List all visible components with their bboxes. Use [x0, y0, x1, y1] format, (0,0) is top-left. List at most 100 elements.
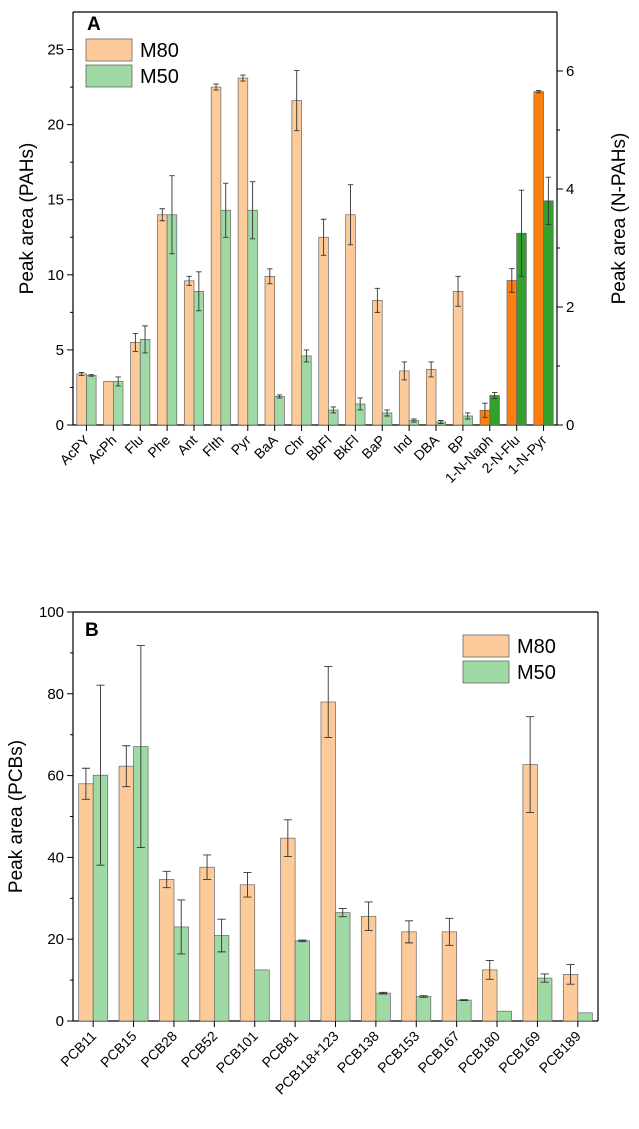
error-bar-m80-bkfl	[347, 184, 354, 246]
bar-m80-bap	[372, 299, 383, 426]
bar-m50-1-n-naph	[489, 395, 500, 426]
x-tick-label-bbfl: BbFl	[303, 432, 335, 464]
error-bar-m50-2-n-flu	[518, 189, 525, 277]
error-bar-m80-ind	[401, 361, 407, 381]
panel-label: A	[87, 14, 101, 35]
bar-m50-pcb169	[537, 977, 553, 1022]
x-tick-label-bap: BaP	[358, 432, 388, 462]
bar-m80-pcb28	[159, 879, 175, 1022]
error-bar-m80-dba	[428, 361, 434, 378]
panel-label: B	[85, 620, 99, 641]
bar-m80-phe	[157, 214, 168, 426]
legend-label-m80: M80	[140, 40, 179, 62]
error-bar-m50-pcb15	[136, 645, 145, 849]
error-bar-m50-pcb167	[459, 999, 468, 1001]
error-bar-m50-pcb81	[298, 939, 307, 943]
x-tick-label-pcb189: PCB189	[536, 1028, 584, 1076]
error-bar-m80-chr	[294, 70, 300, 132]
error-bar-m80-2-n-flu	[509, 268, 515, 293]
bar-m80-1-n-pyr	[533, 91, 544, 426]
error-bar-m50-pcb169	[540, 973, 549, 983]
y-tick-label: 5	[56, 342, 64, 359]
legend-swatch-m80	[85, 38, 133, 62]
x-tick-label-dba: DBA	[410, 431, 442, 463]
bar-m50-flth	[220, 209, 231, 426]
y-right-tick-label: 6	[566, 63, 574, 80]
error-bar-m50-ind	[411, 418, 417, 423]
error-bar-m50-bap	[384, 409, 390, 417]
error-bar-m50-acpy	[88, 374, 94, 377]
bar-m50-pcb118-123	[335, 912, 351, 1022]
legend-swatch-m80	[462, 634, 510, 658]
bar-m50-chr	[301, 355, 312, 426]
bar-m50-pcb180	[496, 1010, 512, 1022]
y-tick-label: 15	[47, 192, 64, 209]
y-axis-label: Peak area (PAHs)	[17, 143, 38, 295]
bar-m50-1-n-pyr	[543, 200, 554, 426]
error-bar-m50-acph	[115, 376, 121, 387]
x-tick-label-pcb15: PCB15	[97, 1028, 140, 1071]
bar-m80-pcb101	[239, 884, 256, 1022]
x-tick-label-pcb101: PCB101	[213, 1028, 261, 1076]
error-bar-m80-pcb52	[203, 854, 212, 880]
y-tick-label: 25	[47, 42, 64, 59]
error-bar-m80-acpy	[78, 371, 85, 376]
bar-m80-flu	[130, 342, 141, 426]
error-bar-m80-pcb15	[122, 745, 131, 788]
error-bar-m80-pcb167	[445, 917, 454, 946]
error-bar-m80-ant	[186, 275, 192, 286]
error-bar-m50-baa	[276, 394, 283, 399]
error-bar-m80-bbfl	[320, 218, 327, 256]
bar-m80-acph	[103, 381, 114, 426]
y-tick-label: 0	[56, 1013, 64, 1030]
legend-label-m50: M50	[517, 662, 556, 684]
error-bar-m80-flu	[132, 332, 139, 352]
error-bar-m50-pcb118-123	[338, 908, 347, 918]
bar-m50-acph	[112, 381, 124, 426]
bar-m80-bp	[452, 290, 464, 426]
error-bar-m50-pcb28	[177, 899, 186, 955]
error-bar-m80-bp	[455, 275, 461, 307]
bar-m50-pcb189	[577, 1012, 593, 1022]
x-tick-label-pcb169: PCB169	[495, 1028, 543, 1076]
bar-m50-ant	[193, 290, 205, 426]
y-tick-label: 20	[47, 117, 64, 134]
error-bar-m50-pcb138	[379, 991, 388, 995]
error-bar-m50-1-n-naph	[491, 392, 498, 399]
y-tick-label: 80	[47, 686, 64, 703]
bar-m50-acpy	[86, 375, 97, 426]
error-bar-m50-pcb153	[419, 995, 428, 998]
y-tick-label: 100	[39, 604, 64, 621]
legend-label-m80: M80	[517, 636, 556, 658]
error-bar-m80-pcb189	[566, 964, 575, 985]
error-bar-m80-1-n-pyr	[536, 90, 542, 94]
x-tick-label-acph: AcPh	[84, 432, 119, 467]
error-bar-m50-bp	[465, 412, 471, 420]
bar-m50-baa	[274, 396, 285, 426]
y-tick-label: 40	[47, 849, 64, 866]
error-bar-m80-pcb180	[485, 960, 494, 980]
bar-m80-pcb138	[360, 915, 377, 1022]
bar-m80-bkfl	[345, 214, 356, 426]
error-bar-m80-pcb153	[404, 920, 414, 944]
error-bar-m80-pcb118-123	[324, 665, 333, 739]
y-right-tick-label: 4	[566, 181, 574, 198]
bar-m50-pcb167	[456, 999, 472, 1022]
error-bar-m50-flu	[142, 325, 148, 354]
error-bar-m80-baa	[267, 268, 273, 285]
x-tick-label-pcb28: PCB28	[137, 1028, 180, 1071]
x-tick-label-flu: Flu	[121, 432, 146, 457]
error-bar-m80-pcb11	[81, 767, 90, 800]
bar-m50-pcb81	[294, 940, 311, 1022]
bar-m80-pcb15	[118, 765, 134, 1022]
x-tick-label-pyr: Pyr	[228, 432, 254, 458]
panel-a-chart: 0 5 10 15 20 25 0 2 4 6 Peak area (PAHs) Peak area …	[17, 11, 630, 486]
bar-m50-pcb153	[415, 996, 432, 1022]
bar-m80-pcb11	[78, 783, 94, 1022]
y-tick-label: 20	[47, 931, 64, 948]
x-tick-label-phe: Phe	[144, 432, 173, 461]
x-tick-label-pcb153: PCB153	[374, 1028, 422, 1076]
x-tick-label-flth: Flth	[199, 432, 227, 460]
